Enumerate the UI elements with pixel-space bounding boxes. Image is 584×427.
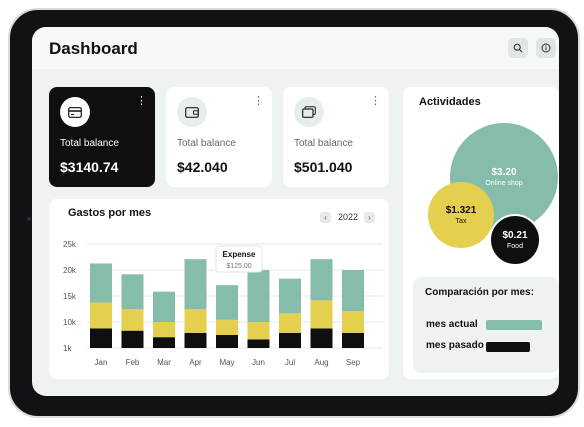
credit-card-icon [68, 106, 82, 118]
search-button[interactable] [508, 38, 528, 58]
bar-segment [184, 259, 207, 309]
bar-segment [279, 332, 301, 348]
activity-bubble-food[interactable]: $0.21 Food [489, 214, 541, 266]
y-tick-label: 25k [63, 240, 77, 249]
activities-panel: Actividades $3.20 Online shop $1.321 Tax… [403, 87, 559, 379]
bubble-label: Food [507, 243, 523, 250]
bubble-label: Online shop [485, 180, 523, 187]
bar-segment [310, 259, 333, 301]
balance-card-3[interactable]: ⋮ Total balance $501.040 [283, 87, 389, 187]
card-menu-button[interactable]: ⋮ [370, 95, 381, 107]
bar-segment [216, 319, 238, 335]
x-tick-label: Jan [95, 358, 108, 367]
top-bar: Dashboard [32, 27, 559, 69]
bar-segment [216, 335, 238, 348]
bar-segment [342, 311, 364, 333]
card-label: Total balance [177, 138, 236, 149]
card-icon-wrap [60, 97, 90, 127]
bar-segment [247, 270, 270, 322]
expenses-title: Gastos por mes [68, 207, 152, 219]
comparison-title: Comparación por mes: [425, 287, 534, 298]
comparison-box: Comparación por mes: mes actual mes pasa… [413, 277, 559, 373]
bar-segment [184, 309, 207, 333]
card-icon-wrap [294, 97, 324, 127]
x-tick-label: Mar [157, 358, 171, 367]
activity-bubble-tax[interactable]: $1.321 Tax [428, 182, 494, 248]
x-tick-label: Jul [285, 358, 295, 367]
wallet-icon [185, 106, 199, 118]
x-tick-label: Apr [189, 358, 202, 367]
front-camera [27, 217, 31, 221]
card-value: $501.040 [294, 159, 353, 175]
bar-segment [279, 278, 301, 314]
card-menu-button[interactable]: ⋮ [253, 95, 264, 107]
card-menu-button[interactable]: ⋮ [136, 95, 147, 107]
bar-segment [90, 328, 112, 348]
tooltip-label: Expense [223, 250, 256, 259]
bar-segment [121, 330, 144, 348]
bar-segment [342, 332, 364, 348]
comparison-bar-previous [486, 342, 530, 352]
bar-segment [184, 332, 207, 348]
y-tick-label: 1k [63, 344, 72, 353]
bar-segment [342, 270, 364, 312]
bar-segment [153, 322, 175, 338]
y-tick-label: 10k [63, 318, 77, 327]
x-tick-label: Sep [346, 358, 361, 367]
bar-segment [153, 337, 175, 348]
bar-segment [121, 309, 144, 331]
tooltip-value: $125.00 [226, 263, 251, 270]
bar-segment [216, 285, 238, 320]
bubble-value: $0.21 [502, 230, 528, 241]
expenses-bar-chart: 25k 20k 15k 10k 1k Jan Feb Mar Apr May Jun Jul Aug Se… [63, 240, 383, 367]
bar-segment [247, 339, 270, 348]
card-label: Total balance [294, 138, 353, 149]
x-tick-label: Jun [252, 358, 265, 367]
app-screen: Dashboard ⋮ Total balance $3140.74 [32, 27, 559, 396]
bar-segment [310, 328, 333, 348]
bar-segment [279, 313, 301, 333]
x-tick-label: Feb [126, 358, 140, 367]
cards-stack-icon [302, 106, 316, 118]
bubble-value: $3.20 [491, 167, 517, 178]
year-label: 2022 [338, 212, 359, 222]
next-year-button[interactable]: › [364, 212, 375, 223]
prev-year-button[interactable]: ‹ [320, 212, 331, 223]
y-tick-label: 20k [63, 266, 77, 275]
comparison-bar-current [486, 320, 542, 330]
balance-card-2[interactable]: ⋮ Total balance $42.040 [166, 87, 272, 187]
x-tick-label: May [219, 358, 234, 367]
comparison-label-previous: mes pasado [426, 340, 484, 351]
x-tick-label: Aug [314, 358, 328, 367]
bar-segment [90, 302, 112, 329]
bar-segment [153, 291, 175, 322]
comparison-label-current: mes actual [426, 319, 478, 330]
bar-segment [121, 274, 144, 309]
bubble-label: Tax [455, 218, 467, 225]
card-icon-wrap [177, 97, 207, 127]
card-label: Total balance [60, 138, 119, 149]
info-icon [541, 43, 551, 53]
search-icon [513, 43, 523, 53]
tooltip-box [215, 245, 263, 273]
page-title: Dashboard [49, 39, 138, 58]
y-tick-label: 15k [63, 292, 77, 301]
bar-segment [90, 263, 112, 303]
expenses-panel: Gastos por mes ‹ 2022 › 25k 20k 15k 10k 1k Ja… [49, 199, 389, 379]
balance-card-1[interactable]: ⋮ Total balance $3140.74 [49, 87, 155, 187]
info-button[interactable] [536, 38, 556, 58]
card-value: $42.040 [177, 159, 228, 175]
card-value: $3140.74 [60, 159, 119, 175]
bubble-value: $1.321 [445, 205, 477, 216]
bar-segment [310, 300, 333, 329]
bar-segment [247, 322, 270, 340]
activities-title: Actividades [419, 96, 481, 108]
